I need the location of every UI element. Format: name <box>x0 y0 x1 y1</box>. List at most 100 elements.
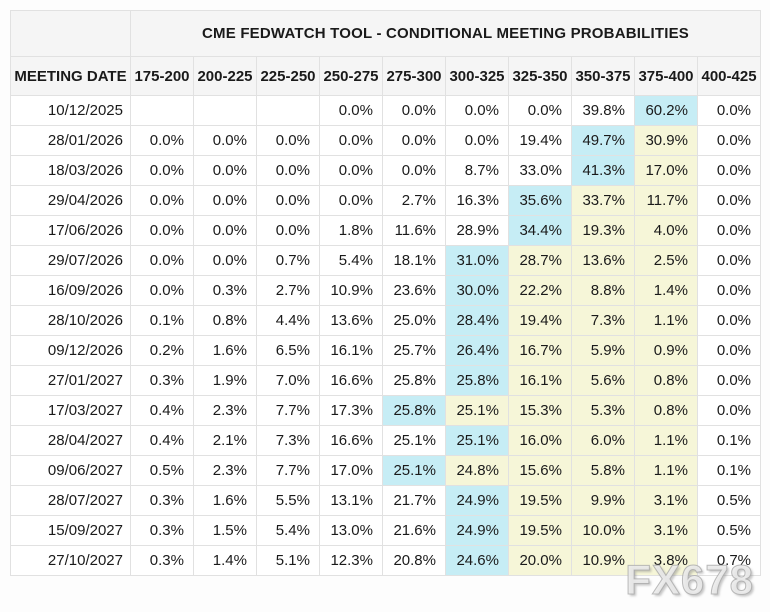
probability-cell: 5.6% <box>571 365 635 396</box>
probability-cell: 3.8% <box>634 545 698 576</box>
rate-range-header: 350-375 <box>571 56 635 96</box>
rate-range-header: 225-250 <box>256 56 320 96</box>
table-row: 17/06/2026 0.0% 0.0% 0.0% 1.8% 11.6% 28.9% 34.4… <box>10 215 762 246</box>
probability-cell: 15.3% <box>508 395 572 426</box>
probability-cell: 7.3% <box>256 425 320 456</box>
table-row: 17/03/2027 0.4% 2.3% 7.7% 17.3% 25.8% 25.1% 15.… <box>10 395 762 426</box>
probability-cell: 0.5% <box>696 515 762 546</box>
probability-cell: 7.7% <box>256 395 320 426</box>
probability-cell: 9.9% <box>571 485 635 516</box>
rate-range-header: 400-425 <box>696 56 762 96</box>
probability-cell: 11.7% <box>634 185 698 216</box>
probability-cell: 0.0% <box>193 215 257 246</box>
probability-cell: 25.0% <box>382 305 446 336</box>
probability-rows: 10/12/2025 0.0% 0.0% 0.0% 0.0% 39.8% 60.2% 0.0%… <box>10 95 762 576</box>
probability-cell: 0.3% <box>130 365 194 396</box>
probability-cell: 0.3% <box>130 485 194 516</box>
probability-cell: 0.0% <box>256 215 320 246</box>
probability-cell: 0.2% <box>130 335 194 366</box>
meeting-date-cell: 28/10/2026 <box>10 305 131 336</box>
probability-cell: 24.9% <box>445 515 509 546</box>
probability-cell: 0.0% <box>382 95 446 126</box>
probability-cell: 0.0% <box>319 185 383 216</box>
probability-cell: 5.1% <box>256 545 320 576</box>
probability-cell: 1.9% <box>193 365 257 396</box>
table-row: 29/07/2026 0.0% 0.0% 0.7% 5.4% 18.1% 31.0% 28.7… <box>10 245 762 276</box>
probability-cell: 0.0% <box>696 335 762 366</box>
probability-cell: 10.9% <box>571 545 635 576</box>
probability-cell: 18.1% <box>382 245 446 276</box>
probability-cell: 0.0% <box>256 155 320 186</box>
probability-cell: 0.8% <box>634 395 698 426</box>
rate-range-header: 375-400 <box>634 56 698 96</box>
probability-cell: 0.0% <box>696 185 762 216</box>
probability-cell: 2.7% <box>256 275 320 306</box>
column-header-row: MEETING DATE 175-200 200-225 225-250 250-27… <box>10 56 762 96</box>
meeting-date-header: MEETING DATE <box>10 56 131 96</box>
meeting-date-cell: 27/01/2027 <box>10 365 131 396</box>
probability-cell: 33.0% <box>508 155 572 186</box>
probability-cell: 39.8% <box>571 95 635 126</box>
probability-cell <box>193 95 257 126</box>
probability-cell: 22.2% <box>508 275 572 306</box>
probability-cell: 30.9% <box>634 125 698 156</box>
probability-cell: 0.0% <box>256 125 320 156</box>
probability-cell: 7.0% <box>256 365 320 396</box>
probability-cell: 31.0% <box>445 245 509 276</box>
probability-cell: 2.3% <box>193 395 257 426</box>
meeting-date-cell: 16/09/2026 <box>10 275 131 306</box>
probability-cell: 6.5% <box>256 335 320 366</box>
probability-cell: 21.6% <box>382 515 446 546</box>
rate-range-header: 200-225 <box>193 56 257 96</box>
table-row: 28/07/2027 0.3% 1.6% 5.5% 13.1% 21.7% 24.9% 19.… <box>10 485 762 516</box>
table-row: 29/04/2026 0.0% 0.0% 0.0% 0.0% 2.7% 16.3% 35.6%… <box>10 185 762 216</box>
probability-cell: 16.0% <box>508 425 572 456</box>
table-row: 16/09/2026 0.0% 0.3% 2.7% 10.9% 23.6% 30.0% 22.… <box>10 275 762 306</box>
probability-cell: 19.3% <box>571 215 635 246</box>
probability-cell: 25.8% <box>382 395 446 426</box>
probability-cell: 20.8% <box>382 545 446 576</box>
rate-range-header: 175-200 <box>130 56 194 96</box>
probability-cell: 19.5% <box>508 485 572 516</box>
probability-cell: 13.1% <box>319 485 383 516</box>
probability-cell: 28.9% <box>445 215 509 246</box>
table-row: 15/09/2027 0.3% 1.5% 5.4% 13.0% 21.6% 24.9% 19.… <box>10 515 762 546</box>
table-row: 10/12/2025 0.0% 0.0% 0.0% 0.0% 39.8% 60.2% 0.0% <box>10 95 762 126</box>
probability-cell: 13.6% <box>319 305 383 336</box>
probability-cell: 26.4% <box>445 335 509 366</box>
probability-cell: 28.4% <box>445 305 509 336</box>
probability-cell: 16.6% <box>319 425 383 456</box>
probability-cell: 1.1% <box>634 455 698 486</box>
probability-cell: 0.0% <box>193 125 257 156</box>
probability-cell: 16.3% <box>445 185 509 216</box>
probability-cell: 0.7% <box>696 545 762 576</box>
probability-cell: 0.0% <box>382 125 446 156</box>
probability-cell: 0.0% <box>130 215 194 246</box>
probability-cell: 13.6% <box>571 245 635 276</box>
table-row: 28/04/2027 0.4% 2.1% 7.3% 16.6% 25.1% 25.1% 16.… <box>10 425 762 456</box>
probability-cell: 0.0% <box>696 305 762 336</box>
probability-cell: 0.4% <box>130 425 194 456</box>
probability-cell: 0.0% <box>319 95 383 126</box>
probability-cell: 1.1% <box>634 425 698 456</box>
probability-cell: 0.1% <box>130 305 194 336</box>
probability-cell: 0.0% <box>696 155 762 186</box>
probability-cell: 0.0% <box>130 185 194 216</box>
title-row: CME FEDWATCH TOOL - CONDITIONAL MEETING … <box>10 10 762 57</box>
probability-cell: 1.5% <box>193 515 257 546</box>
probability-cell <box>130 95 194 126</box>
probability-cell: 0.1% <box>696 455 762 486</box>
probability-cell: 35.6% <box>508 185 572 216</box>
probability-cell: 5.4% <box>256 515 320 546</box>
meeting-date-cell: 28/04/2027 <box>10 425 131 456</box>
probability-cell: 20.0% <box>508 545 572 576</box>
table-title: CME FEDWATCH TOOL - CONDITIONAL MEETING … <box>129 10 762 57</box>
probability-cell: 1.1% <box>634 305 698 336</box>
table-row: 27/01/2027 0.3% 1.9% 7.0% 16.6% 25.8% 25.8% 16.… <box>10 365 762 396</box>
probability-cell: 12.3% <box>319 545 383 576</box>
probability-cell: 25.8% <box>445 365 509 396</box>
table-row: 09/12/2026 0.2% 1.6% 6.5% 16.1% 25.7% 26.4% 16.… <box>10 335 762 366</box>
probability-cell: 17.3% <box>319 395 383 426</box>
probability-cell: 0.0% <box>382 155 446 186</box>
probability-cell: 1.4% <box>634 275 698 306</box>
